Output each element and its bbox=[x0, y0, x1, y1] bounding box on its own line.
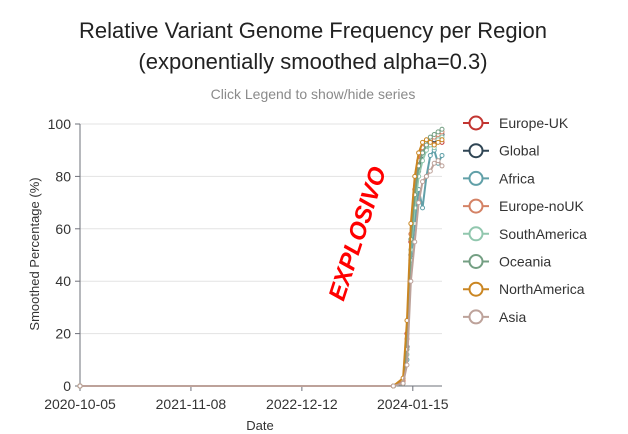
y-tick-label: 0 bbox=[63, 378, 71, 394]
legend-label: Europe-UK bbox=[499, 115, 569, 131]
x-tick-label: 2022-12-12 bbox=[266, 396, 338, 412]
chart-subtitle: (exponentially smoothed alpha=0.3) bbox=[138, 49, 487, 74]
data-point bbox=[416, 200, 422, 206]
data-point bbox=[427, 134, 433, 140]
data-point bbox=[427, 139, 433, 145]
data-point bbox=[77, 383, 83, 389]
data-point bbox=[435, 129, 441, 135]
series-line bbox=[79, 159, 443, 387]
chart-title: Relative Variant Genome Frequency per Re… bbox=[79, 18, 547, 43]
legend-item-africa[interactable]: Africa bbox=[463, 170, 535, 186]
series-line bbox=[79, 149, 443, 387]
series-asia bbox=[77, 158, 445, 389]
data-point bbox=[420, 179, 426, 185]
legend-hint: Click Legend to show/hide series bbox=[211, 86, 416, 102]
legend-label: Oceania bbox=[499, 254, 551, 270]
legend-label: Africa bbox=[499, 170, 535, 186]
legend-marker bbox=[468, 143, 484, 159]
annotation-explosivo: EXPLOSIVO bbox=[324, 163, 393, 304]
x-tick-label: 2020-10-05 bbox=[44, 396, 116, 412]
data-point bbox=[427, 168, 433, 174]
legend-item-northamerica[interactable]: NorthAmerica bbox=[463, 281, 585, 297]
data-point bbox=[408, 278, 414, 284]
data-point bbox=[431, 160, 437, 166]
data-point bbox=[431, 142, 437, 148]
series-africa bbox=[77, 147, 445, 389]
legend-label: Europe-noUK bbox=[499, 198, 584, 214]
series-global bbox=[77, 131, 445, 389]
series-lines bbox=[77, 126, 445, 389]
legend-label: NorthAmerica bbox=[499, 281, 585, 297]
data-point bbox=[427, 152, 433, 158]
series-line bbox=[79, 128, 443, 387]
legend-marker bbox=[468, 254, 484, 269]
legend-item-oceania[interactable]: Oceania bbox=[463, 254, 551, 270]
data-point bbox=[408, 221, 414, 227]
legend-marker bbox=[468, 115, 484, 131]
data-point bbox=[390, 383, 396, 389]
data-point bbox=[423, 142, 429, 148]
series-oceania bbox=[77, 126, 445, 389]
data-point bbox=[420, 139, 426, 145]
legend-marker bbox=[468, 281, 484, 297]
legend-marker bbox=[468, 198, 484, 214]
x-tick-label: 2024-01-15 bbox=[377, 396, 449, 412]
x-axis-label: Date bbox=[246, 418, 273, 433]
data-point bbox=[439, 163, 445, 169]
legend-item-asia[interactable]: Asia bbox=[463, 309, 526, 325]
series-line bbox=[79, 130, 443, 387]
data-point bbox=[423, 173, 429, 179]
legend-item-southamerica[interactable]: SouthAmerica bbox=[463, 226, 587, 242]
y-tick-label: 20 bbox=[55, 326, 71, 342]
y-tick-label: 100 bbox=[48, 116, 72, 132]
legend-item-europe-uk[interactable]: Europe-UK bbox=[463, 115, 569, 131]
legend-marker bbox=[468, 309, 484, 325]
series-northamerica bbox=[77, 137, 445, 389]
data-point bbox=[400, 380, 406, 386]
legend-label: Global bbox=[499, 143, 539, 159]
y-axis-label: Smoothed Percentage (%) bbox=[27, 177, 42, 330]
legend-item-global[interactable]: Global bbox=[463, 143, 539, 159]
legend-label: Asia bbox=[499, 309, 526, 325]
data-point bbox=[404, 362, 410, 368]
data-point bbox=[439, 137, 445, 143]
data-point bbox=[423, 137, 429, 143]
data-point bbox=[439, 152, 445, 158]
x-tick-label: 2021-11-08 bbox=[156, 396, 227, 412]
legend: Europe-UK Global Africa Europe-noUK SouthAme… bbox=[463, 115, 587, 325]
y-tick-label: 80 bbox=[55, 168, 71, 184]
data-point bbox=[416, 150, 422, 156]
series-europe-nouk bbox=[77, 129, 445, 389]
y-tick-label: 60 bbox=[55, 221, 71, 237]
data-point bbox=[412, 239, 418, 245]
legend-marker bbox=[468, 170, 484, 186]
legend-label: SouthAmerica bbox=[499, 226, 587, 242]
grid-lines bbox=[80, 123, 442, 387]
data-point bbox=[439, 126, 445, 132]
data-point bbox=[431, 131, 437, 137]
data-point bbox=[420, 205, 426, 211]
legend-item-europe-nouk[interactable]: Europe-noUK bbox=[463, 198, 584, 214]
axes: 0 20 40 60 80 100 2020-10-05 2021-11-08 2022-12-… bbox=[44, 116, 449, 412]
legend-marker bbox=[468, 226, 484, 242]
data-point bbox=[435, 139, 441, 145]
y-tick-label: 40 bbox=[55, 273, 71, 289]
data-point bbox=[412, 173, 418, 179]
data-point bbox=[435, 158, 441, 164]
